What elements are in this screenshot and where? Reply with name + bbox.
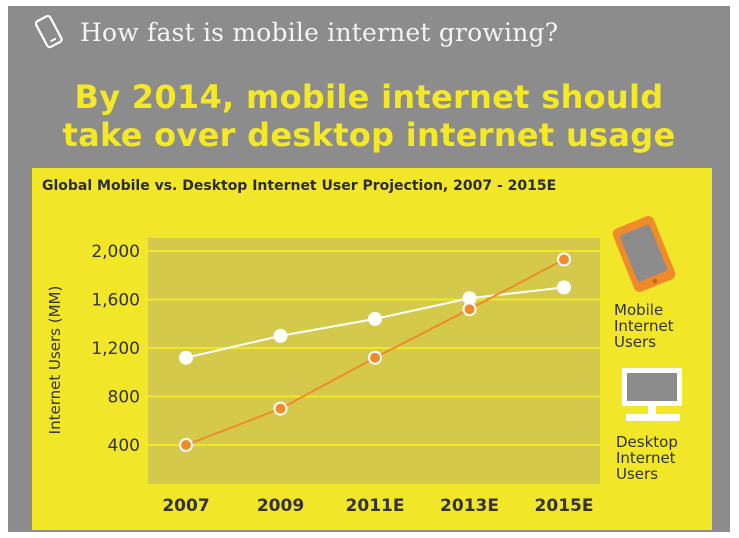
header: How fast is mobile internet growing? bbox=[8, 6, 730, 58]
mobile-series-point-core bbox=[181, 440, 191, 450]
chart-title: Global Mobile vs. Desktop Internet User … bbox=[42, 178, 557, 194]
headline: By 2014, mobile internet should take ove… bbox=[8, 78, 730, 154]
legend-mobile: Mobile Internet Users bbox=[614, 302, 674, 350]
mobile-phone-icon bbox=[34, 14, 63, 49]
legend-desktop-line: Internet bbox=[616, 449, 676, 467]
x-tick-label: 2015E bbox=[535, 496, 594, 516]
legend-mobile-line: Internet bbox=[614, 317, 674, 335]
y-tick-label: 800 bbox=[108, 388, 140, 408]
chart-panel: Global Mobile vs. Desktop Internet User … bbox=[32, 168, 712, 530]
desktop-series-point bbox=[557, 280, 571, 295]
headline-line-1: By 2014, mobile internet should bbox=[74, 78, 664, 116]
legend-mobile-line: Mobile bbox=[614, 301, 664, 319]
mobile-series-point-core bbox=[464, 304, 475, 315]
desktop-series-point bbox=[368, 311, 382, 326]
x-tick-label: 2009 bbox=[257, 496, 304, 516]
desktop-series-point bbox=[179, 350, 193, 365]
mobile-series-point-core bbox=[370, 352, 380, 363]
smartphone-icon bbox=[612, 216, 676, 292]
x-tick-label: 2013E bbox=[440, 496, 499, 516]
legend-mobile-line: Users bbox=[614, 333, 657, 351]
y-axis-label: Internet Users (MM) bbox=[46, 285, 64, 435]
legend-desktop-line: Desktop bbox=[616, 433, 678, 451]
y-tick-label: 1,600 bbox=[91, 291, 140, 311]
monitor-icon bbox=[622, 368, 682, 421]
desktop-series-point bbox=[273, 328, 288, 343]
infographic-frame: How fast is mobile internet growing? By … bbox=[8, 6, 730, 532]
header-title: How fast is mobile internet growing? bbox=[80, 17, 559, 47]
x-tick-label: 2011E bbox=[346, 496, 405, 516]
x-tick-label: 2007 bbox=[162, 496, 209, 516]
legend-desktop-line: Users bbox=[616, 465, 659, 483]
y-tick-label: 400 bbox=[108, 436, 140, 456]
headline-line-2: take over desktop internet usage bbox=[62, 116, 676, 154]
y-tick-label: 2,000 bbox=[91, 242, 140, 262]
legend-desktop: Desktop Internet Users bbox=[616, 434, 678, 482]
y-tick-label: 1,200 bbox=[91, 339, 140, 359]
desktop-series-point bbox=[462, 291, 477, 306]
mobile-series-point-core bbox=[275, 403, 286, 414]
mobile-series-point-core bbox=[559, 254, 569, 265]
line-chart: 400 800 1,200 1,600 2,000 2007 2009 2011E 2013E 2… bbox=[91, 216, 682, 516]
